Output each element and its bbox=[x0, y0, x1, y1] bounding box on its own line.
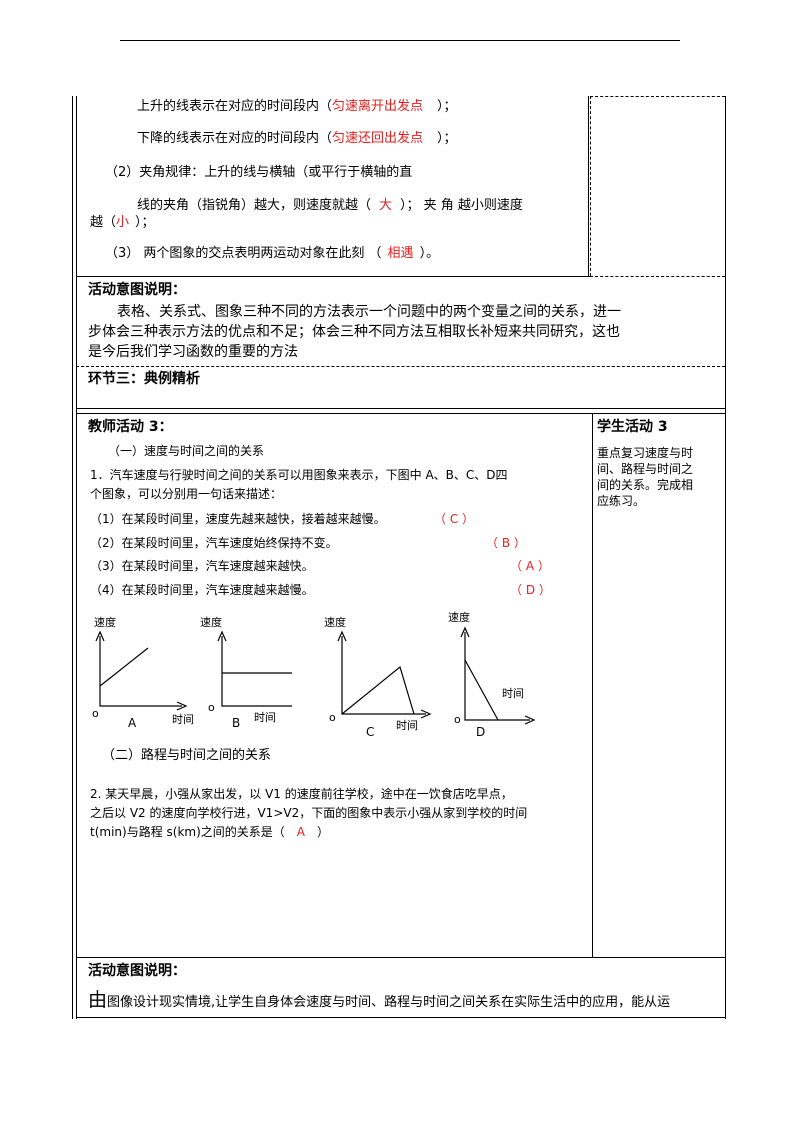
student-activity-text: 应练习。 bbox=[597, 494, 646, 508]
speed-time-subheading: （一）速度与时间之间的关系 bbox=[108, 444, 265, 458]
angle-rule-line2: 线的夹角（指锐角）越大，则速度就越（大）； 夹 角 越小则速度 bbox=[137, 198, 523, 213]
question1-item: （3）在某段时间里，汽车速度越来越快。 bbox=[90, 559, 314, 573]
question1-answer: （ D ） bbox=[510, 583, 551, 597]
question1-line2: 个图象，可以分别用一句话来描述： bbox=[90, 487, 283, 501]
graph-ylabel: 速度 bbox=[94, 616, 116, 629]
intent-text-line3: 是今后我们学习函数的重要的方法 bbox=[88, 344, 298, 360]
line-fall-statement: 下降的线表示在对应的时间段内（匀速还回出发点）； bbox=[137, 131, 457, 146]
question2-line3: t(min)与路程 s(km)之间的关系是（ A） bbox=[90, 825, 330, 839]
graph-origin: o bbox=[329, 711, 336, 724]
graph-origin: o bbox=[92, 707, 99, 720]
graph-letter: C bbox=[366, 725, 375, 739]
graph-xlabel: 时间 bbox=[396, 719, 418, 732]
intersection-rule: （3） 两个图象的交点表明两运动对象在此刻 （相遇）。 bbox=[105, 246, 440, 261]
graph-ylabel: 速度 bbox=[324, 616, 346, 629]
distance-time-subheading: （二）路程与时间之间的关系 bbox=[102, 748, 272, 763]
intent-text-line1: 表格、关系式、图象三种不同的方法表示一个问题中的两个变量之间的关系，进一 bbox=[117, 304, 621, 320]
question2-line1: 2. 某天早晨，小强从家出发，以 V1 的速度前往学校，途中在一饮食店吃早点， bbox=[90, 787, 513, 801]
stage3-heading: 环节三：典例精析 bbox=[88, 371, 200, 387]
student-activity-text: 间的关系。完成相 bbox=[597, 478, 694, 492]
question1-item: （1）在某段时间里，速度先越来越快，接着越来越慢。 bbox=[90, 512, 386, 526]
graph-ylabel: 速度 bbox=[200, 616, 222, 629]
question1-line1: 1．汽车速度与行驶时间之间的关系可以用图象来表示，下图中 A、B、C、D四 bbox=[90, 468, 508, 482]
graph-xlabel: 时间 bbox=[502, 687, 524, 700]
question1-item: （2）在某段时间里，汽车速度始终保持不变。 bbox=[90, 536, 338, 550]
question1-answer: （ C ） bbox=[434, 512, 475, 526]
question2-line2: 之后以 V2 的速度向学校行进，V1>V2，下面的图象中表示小强从家到学校的时间 bbox=[90, 806, 528, 820]
angle-rule-line1: （2）夹角规律：上升的线与横轴（或平行于横轴的直 bbox=[105, 165, 413, 180]
intent-text-2: 由图像设计现实情境,让学生自身体会速度与时间、路程与时间之间关系在实际生活中的应… bbox=[88, 989, 671, 1011]
student-activity-text: 间、路程与时间之 bbox=[597, 462, 694, 476]
question1-item: （4）在某段时间里，汽车速度越来越慢。 bbox=[90, 583, 314, 597]
header-rule bbox=[120, 40, 680, 41]
intent-text-line2: 步体会三种表示方法的优点和不足；体会三种不同方法互相取长补短来共同研究，这也 bbox=[88, 324, 620, 340]
student-activity-heading: 学生活动 3 bbox=[597, 419, 668, 435]
angle-rule-line3: 越（小）； bbox=[90, 215, 155, 230]
graph-letter: B bbox=[232, 716, 241, 730]
question1-answer: （ B ） bbox=[486, 536, 526, 550]
line-rise-statement: 上升的线表示在对应的时间段内（匀速离开出发点）； bbox=[137, 99, 457, 114]
graph-origin: o bbox=[454, 713, 461, 726]
intent-heading-1: 活动意图说明： bbox=[88, 282, 186, 298]
student-activity-text: 重点复习速度与时 bbox=[597, 446, 694, 460]
graph-ylabel: 速度 bbox=[448, 611, 470, 624]
teacher-activity-heading: 教师活动 3： bbox=[88, 419, 173, 435]
graph-letter: D bbox=[476, 725, 486, 739]
graph-xlabel: 时间 bbox=[254, 711, 276, 724]
question1-answer: （ A ） bbox=[510, 559, 550, 573]
graph-letter: A bbox=[128, 716, 137, 730]
graph-origin: o bbox=[208, 701, 215, 714]
graph-xlabel: 时间 bbox=[172, 713, 194, 726]
intent-heading-2: 活动意图说明： bbox=[88, 963, 186, 979]
